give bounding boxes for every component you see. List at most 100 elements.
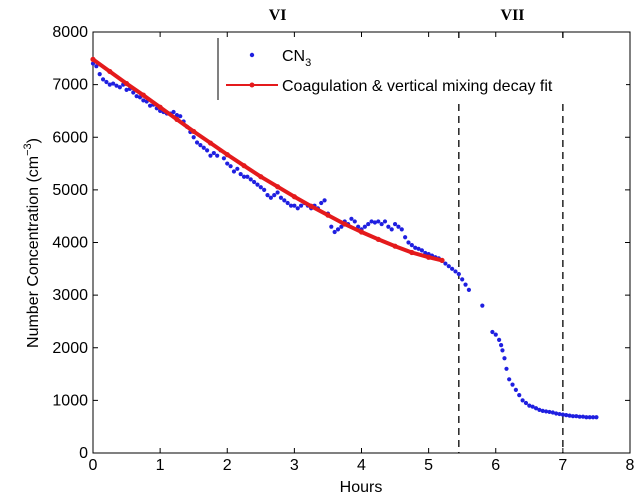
- cn3-point-37: [215, 153, 220, 158]
- y-axis-label-sup: −3: [22, 143, 34, 156]
- cn3-point-96: [413, 245, 418, 250]
- cn3-point-30: [191, 135, 196, 140]
- cn3-point-32: [198, 143, 203, 148]
- decay-fit-point-20: [426, 254, 432, 260]
- cn3-point-114: [490, 329, 495, 335]
- cn3-point-74: [339, 224, 344, 229]
- cn3-point-91: [396, 224, 401, 229]
- cn3-point-12: [131, 90, 136, 95]
- cn3-point-127: [527, 403, 532, 408]
- cn3-point-55: [275, 190, 280, 195]
- decay-fit-point-12: [291, 194, 297, 200]
- plot-area: [92, 31, 631, 454]
- cn3-point-141: [574, 414, 579, 419]
- cn3-point-71: [329, 224, 334, 229]
- decay-fit-point-4: [157, 104, 163, 110]
- cn3-point-85: [376, 219, 381, 224]
- x-axis-label: Hours: [340, 479, 383, 496]
- cn3-point-53: [268, 195, 273, 200]
- cn3-point-110: [460, 277, 465, 282]
- cn3-point-106: [446, 264, 451, 269]
- cn3-point-97: [416, 246, 421, 251]
- cn3-point-128: [530, 404, 535, 409]
- cn3-point-121: [507, 377, 512, 382]
- cn3-point-120: [504, 366, 509, 371]
- cn3-point-134: [550, 410, 555, 415]
- cn3-point-40: [225, 161, 230, 166]
- cn3-point-3: [100, 77, 106, 82]
- y-tick-label-0: 0: [79, 445, 88, 462]
- cn3-point-2: [97, 72, 102, 77]
- cn3-point-4: [104, 79, 109, 85]
- y-tick-label-1: 1000: [52, 392, 88, 409]
- cn3-point-93: [403, 235, 408, 240]
- legend-box: [218, 38, 626, 100]
- cn3-point-84: [372, 220, 378, 225]
- y-tick-label-4: 4000: [52, 235, 88, 252]
- decay-fit-point-9: [241, 163, 247, 169]
- cn3-point-61: [295, 206, 300, 211]
- cn3-point-131: [540, 408, 545, 413]
- decay-fit-line: [91, 57, 445, 263]
- cn3-point-126: [523, 400, 529, 406]
- decay-fit-point-5: [174, 116, 180, 122]
- cn3-point-47: [248, 177, 253, 182]
- cn3-point-147: [594, 415, 599, 420]
- cn3-point-94: [406, 240, 411, 245]
- decay-fit-point-15: [342, 221, 348, 227]
- cn3-point-138: [564, 413, 569, 418]
- cn3-point-73: [335, 227, 341, 232]
- decay-fit-point-19: [409, 249, 415, 256]
- decay-fit-point-7: [207, 140, 214, 146]
- decay-fit-point-6: [191, 128, 197, 135]
- cn3-point-5: [107, 82, 112, 87]
- cn3-point-59: [288, 203, 294, 208]
- decay-fit-point-17: [375, 236, 381, 242]
- cn3-point-142: [577, 414, 582, 419]
- decay-fit-point-11: [274, 184, 281, 190]
- decay-fit-point-8: [224, 152, 230, 158]
- cn3-point-92: [399, 227, 404, 232]
- cn3-point-35: [208, 153, 213, 158]
- cn3-point-26: [178, 114, 183, 119]
- x-tick-label-7: 7: [558, 457, 567, 474]
- cn3-point-44: [238, 171, 243, 177]
- cn3-point-56: [278, 195, 284, 200]
- legend-marker-cn3: [249, 52, 255, 58]
- cn3-point-52: [265, 193, 270, 198]
- region-label-1: VII: [501, 7, 525, 24]
- decay-fit-point-10: [258, 174, 264, 180]
- x-tick-label-1: 1: [156, 457, 165, 474]
- cn3-point-17: [147, 103, 153, 108]
- cn3-point-145: [587, 415, 592, 420]
- x-tick-label-2: 2: [223, 457, 232, 474]
- cn3-point-77: [349, 216, 354, 221]
- cn3-point-139: [567, 413, 572, 418]
- y-axis-label-main: Number Concentration (cm: [25, 156, 42, 348]
- cn3-point-112: [466, 287, 471, 292]
- cn3-point-48: [252, 179, 257, 185]
- cn3-point-39: [221, 156, 226, 161]
- x-tick-label-8: 8: [626, 457, 635, 474]
- decay-fit-point-1: [107, 68, 113, 75]
- y-tick-label-3: 3000: [52, 287, 88, 304]
- legend-label-cn3-main: CN: [282, 48, 305, 65]
- x-tick-label-5: 5: [424, 457, 433, 474]
- cn3-point-129: [533, 406, 539, 411]
- decay-fit-point-0: [90, 56, 96, 62]
- legend-label-fit: Coagulation & vertical mixing decay fit: [282, 78, 553, 95]
- decay-fit-point-18: [392, 243, 398, 249]
- cn3-point-135: [554, 411, 559, 416]
- cn3-point-116: [497, 337, 502, 342]
- cn3-point-60: [292, 203, 297, 208]
- cn3-point-87: [382, 219, 388, 224]
- cn3-point-86: [379, 221, 384, 227]
- y-tick-label-5: 5000: [52, 182, 88, 199]
- x-tick-labels: 0 1 2 3 4 5 6 7 8: [89, 457, 635, 474]
- cn3-point-8: [117, 85, 122, 90]
- cn3-point-81: [362, 224, 367, 229]
- cn3-point-45: [241, 174, 247, 179]
- legend: CN3 Coagulation & vertical mixing decay …: [217, 38, 626, 100]
- y-tick-label-8: 8000: [52, 24, 88, 41]
